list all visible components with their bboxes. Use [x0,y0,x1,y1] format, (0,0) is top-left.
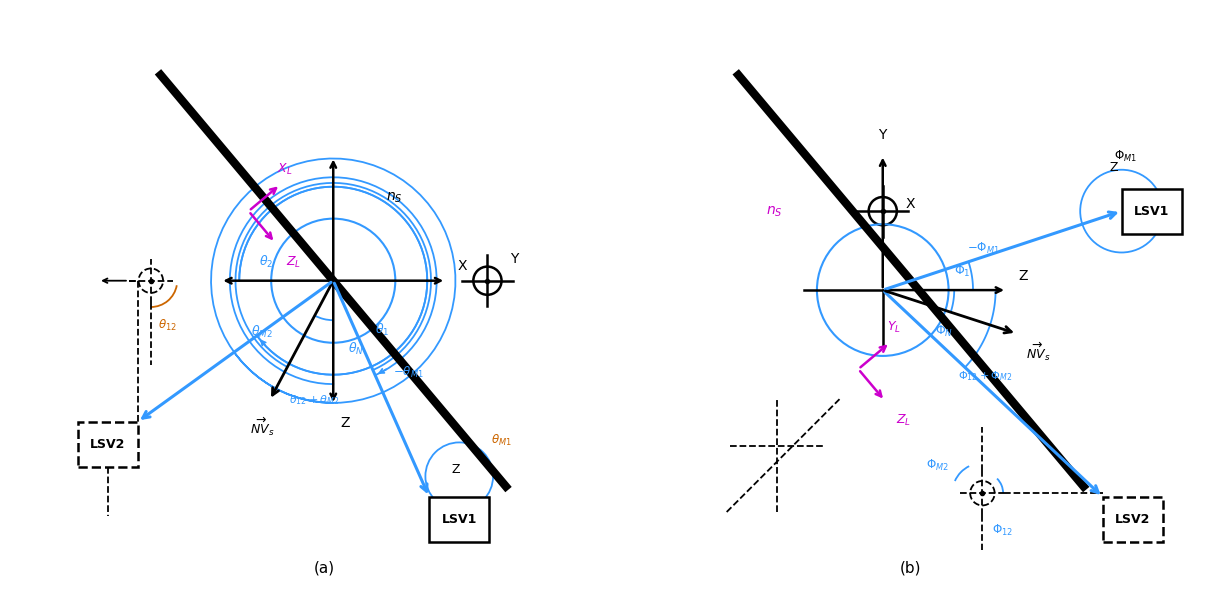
Bar [1121,189,1182,234]
Text: $Z_L$: $Z_L$ [286,255,302,270]
Text: Y: Y [510,252,518,265]
Text: $\overrightarrow{NV}_s$: $\overrightarrow{NV}_s$ [1026,341,1051,364]
Text: $X_L$: $X_L$ [277,162,292,177]
Bar [78,422,137,467]
Text: X: X [457,259,467,273]
Text: $n_S$: $n_S$ [766,204,783,219]
Text: $\Phi_{12}$: $\Phi_{12}$ [992,524,1013,539]
Text: $-\theta_{M1}$: $-\theta_{M1}$ [394,365,424,380]
Bar [1103,497,1162,542]
Text: $\Phi_{M1}$: $\Phi_{M1}$ [1114,149,1137,164]
Text: LSV2: LSV2 [90,438,125,451]
Text: $\theta_{M2}$: $\theta_{M2}$ [250,324,272,340]
Text: $\Phi_N$: $\Phi_N$ [935,324,953,339]
Text: $-\Phi_{M1}$: $-\Phi_{M1}$ [968,241,1001,256]
Text: LSV2: LSV2 [1115,513,1150,526]
Text: $\theta_2$: $\theta_2$ [259,254,274,270]
Text: LSV1: LSV1 [1135,205,1170,217]
Text: $\Phi_1$: $\Phi_1$ [955,264,970,279]
Text: Z: Z [1110,161,1119,174]
Text: $\theta_1$: $\theta_1$ [375,322,389,338]
Text: $\theta_{12}+\theta_{M2}$: $\theta_{12}+\theta_{M2}$ [289,394,339,407]
Bar [429,497,489,542]
Text: $\theta_{M1}$: $\theta_{M1}$ [491,433,512,448]
Text: Y: Y [879,128,886,141]
Text: (a): (a) [314,561,334,576]
Text: Z: Z [340,416,350,430]
Text: $\Phi_{12}+\Phi_{M2}$: $\Phi_{12}+\Phi_{M2}$ [958,369,1013,383]
Text: (b): (b) [900,561,922,576]
Text: Z: Z [1018,268,1028,283]
Text: $\overrightarrow{NV}_s$: $\overrightarrow{NV}_s$ [250,415,275,437]
Text: $\theta_N$: $\theta_N$ [348,341,365,357]
Text: LSV1: LSV1 [441,513,477,526]
Text: $Z_L$: $Z_L$ [896,413,911,428]
Text: X: X [906,196,914,211]
Text: $Y_L$: $Y_L$ [888,320,901,335]
Text: $\theta_{12}$: $\theta_{12}$ [158,318,178,334]
Text: Z: Z [451,463,460,476]
Text: $n_S$: $n_S$ [385,191,402,205]
Text: $\Phi_{M2}$: $\Phi_{M2}$ [925,458,948,473]
